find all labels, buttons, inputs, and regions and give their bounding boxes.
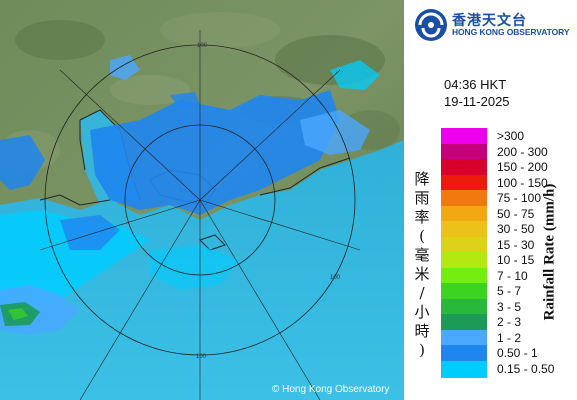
legend-title-english: Rainfall Rate (mm/h) <box>541 183 558 321</box>
legend-row: 0.50 - 1 <box>441 345 571 362</box>
legend-row: 75 - 100 <box>441 190 571 207</box>
legend-row: 100 - 150 <box>441 174 571 192</box>
legend-label: 150 - 200 <box>497 160 548 174</box>
legend-swatch <box>441 329 487 347</box>
legend-row: 15 - 30 <box>441 236 571 254</box>
legend-label: 100 - 150 <box>497 175 548 190</box>
legend-swatch <box>441 252 487 269</box>
legend-swatch <box>441 360 487 378</box>
legend-row: 200 - 300 <box>441 143 571 161</box>
hko-logo-icon <box>415 9 447 41</box>
hko-logo: 香港天文台 HONG KONG OBSERVATORY <box>412 6 577 46</box>
legend-label: 3 - 5 <box>497 299 522 314</box>
legend-swatch <box>441 345 487 362</box>
legend-title-chinese-char: 毫 <box>414 246 430 264</box>
legend-row: 5 - 7 <box>441 283 571 300</box>
range-label-east: 100 <box>330 275 341 281</box>
legend-swatch <box>441 298 487 316</box>
range-label-north: 100 <box>197 43 208 49</box>
legend-swatch <box>441 221 487 238</box>
legend-row: 3 - 5 <box>441 298 571 316</box>
legend-title-chinese-char: / <box>419 284 425 302</box>
legend-title-chinese-char: 小 <box>414 303 430 321</box>
timestamp-time: 04:36 HKT <box>444 77 507 92</box>
legend-label: 50 - 75 <box>497 206 535 221</box>
legend-swatch <box>441 267 487 285</box>
logo-chinese-text: 香港天文台 <box>452 13 527 29</box>
legend-title-chinese-char: 率 <box>414 208 430 226</box>
legend-title-chinese-char: 米 <box>414 265 430 283</box>
legend-title-chinese-char: ( <box>419 227 425 245</box>
legend-row: 150 - 200 <box>441 159 571 176</box>
legend-label: 2 - 3 <box>497 315 522 329</box>
legend-row: 1 - 2 <box>441 329 571 347</box>
legend-row: 2 - 3 <box>441 314 571 331</box>
legend-label: 5 - 7 <box>497 284 522 298</box>
legend-row: 0.15 - 0.50 <box>441 360 571 378</box>
legend-label: >300 <box>497 129 525 143</box>
legend-label: 75 - 100 <box>497 191 542 205</box>
range-label-south: 100 <box>196 354 207 360</box>
legend-swatch <box>441 205 487 223</box>
radar-map-svg: 100 100 100 <box>0 0 404 400</box>
rain-echoes <box>0 55 380 335</box>
side-panel: 香港天文台 HONG KONG OBSERVATORY 04:36 HKT 19… <box>404 0 577 400</box>
legend-row: 7 - 10 <box>441 267 571 285</box>
copyright-text: © Hong Kong Observatory <box>272 384 390 395</box>
legend-title-chinese-char: 降 <box>414 170 430 188</box>
legend-row: 30 - 50 <box>441 221 571 238</box>
legend-label: 15 - 30 <box>497 237 535 252</box>
legend-row: 50 - 75 <box>441 205 571 223</box>
legend-label: 0.15 - 0.50 <box>497 361 555 376</box>
legend-label: 7 - 10 <box>497 268 528 283</box>
legend-swatch <box>441 283 487 300</box>
legend-row: 10 - 15 <box>441 252 571 269</box>
timestamp-date: 19-11-2025 <box>444 94 510 109</box>
legend-swatch <box>441 159 487 176</box>
legend-row: >300 <box>441 128 571 145</box>
legend-label: 1 - 2 <box>497 330 522 345</box>
sector-lines <box>39 30 361 400</box>
legend-title-chinese-char: 時 <box>414 322 430 340</box>
legend-title-chinese-char: 雨 <box>414 189 430 207</box>
legend-swatch <box>441 128 487 145</box>
legend-label: 200 - 300 <box>497 144 548 159</box>
legend-label: 10 - 15 <box>497 253 535 267</box>
legend-swatch <box>441 143 487 161</box>
legend-label: 30 - 50 <box>497 222 535 236</box>
legend-swatch <box>441 236 487 254</box>
legend-title-chinese-char: ) <box>419 341 425 359</box>
legend-label: 0.50 - 1 <box>497 346 538 360</box>
logo-english-text: HONG KONG OBSERVATORY <box>452 27 570 37</box>
legend-swatch <box>441 174 487 192</box>
radar-map: 100 100 100 © Hong Kong Observatory <box>0 0 404 400</box>
legend-swatch <box>441 314 487 331</box>
legend-swatch <box>441 190 487 207</box>
legend-title-chinese: 降雨率(毫米 / 小時) <box>412 170 432 360</box>
